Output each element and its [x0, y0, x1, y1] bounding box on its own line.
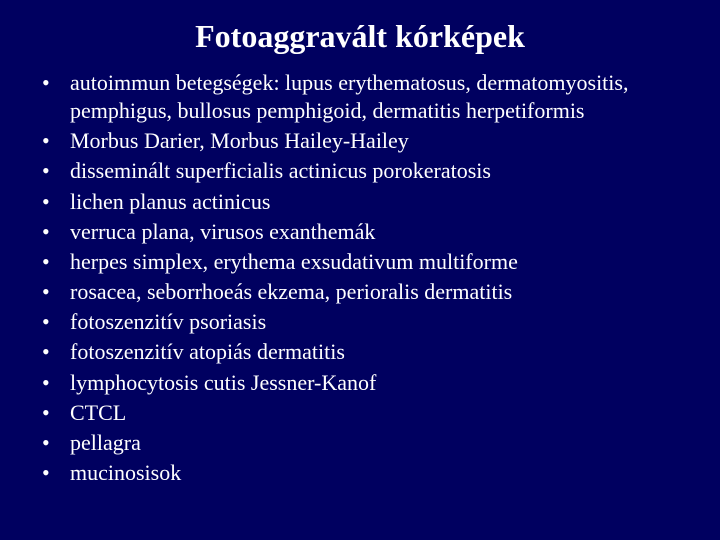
list-item: rosacea, seborrhoeás ekzema, perioralis …	[42, 278, 700, 306]
slide-container: Fotoaggravált kórképek autoimmun betegsé…	[0, 0, 720, 540]
list-item: fotoszenzitív psoriasis	[42, 308, 700, 336]
list-item: autoimmun betegségek: lupus erythematosu…	[42, 69, 700, 125]
list-item: verruca plana, virusos exanthemák	[42, 218, 700, 246]
list-item: lymphocytosis cutis Jessner-Kanof	[42, 369, 700, 397]
list-item: Morbus Darier, Morbus Hailey-Hailey	[42, 127, 700, 155]
list-item: disseminált superficialis actinicus poro…	[42, 157, 700, 185]
list-item: pellagra	[42, 429, 700, 457]
list-item: mucinosisok	[42, 459, 700, 487]
bullet-list: autoimmun betegségek: lupus erythematosu…	[0, 69, 720, 487]
list-item: CTCL	[42, 399, 700, 427]
slide-title: Fotoaggravált kórképek	[0, 18, 720, 55]
list-item: herpes simplex, erythema exsudativum mul…	[42, 248, 700, 276]
list-item: fotoszenzitív atopiás dermatitis	[42, 338, 700, 366]
list-item: lichen planus actinicus	[42, 188, 700, 216]
